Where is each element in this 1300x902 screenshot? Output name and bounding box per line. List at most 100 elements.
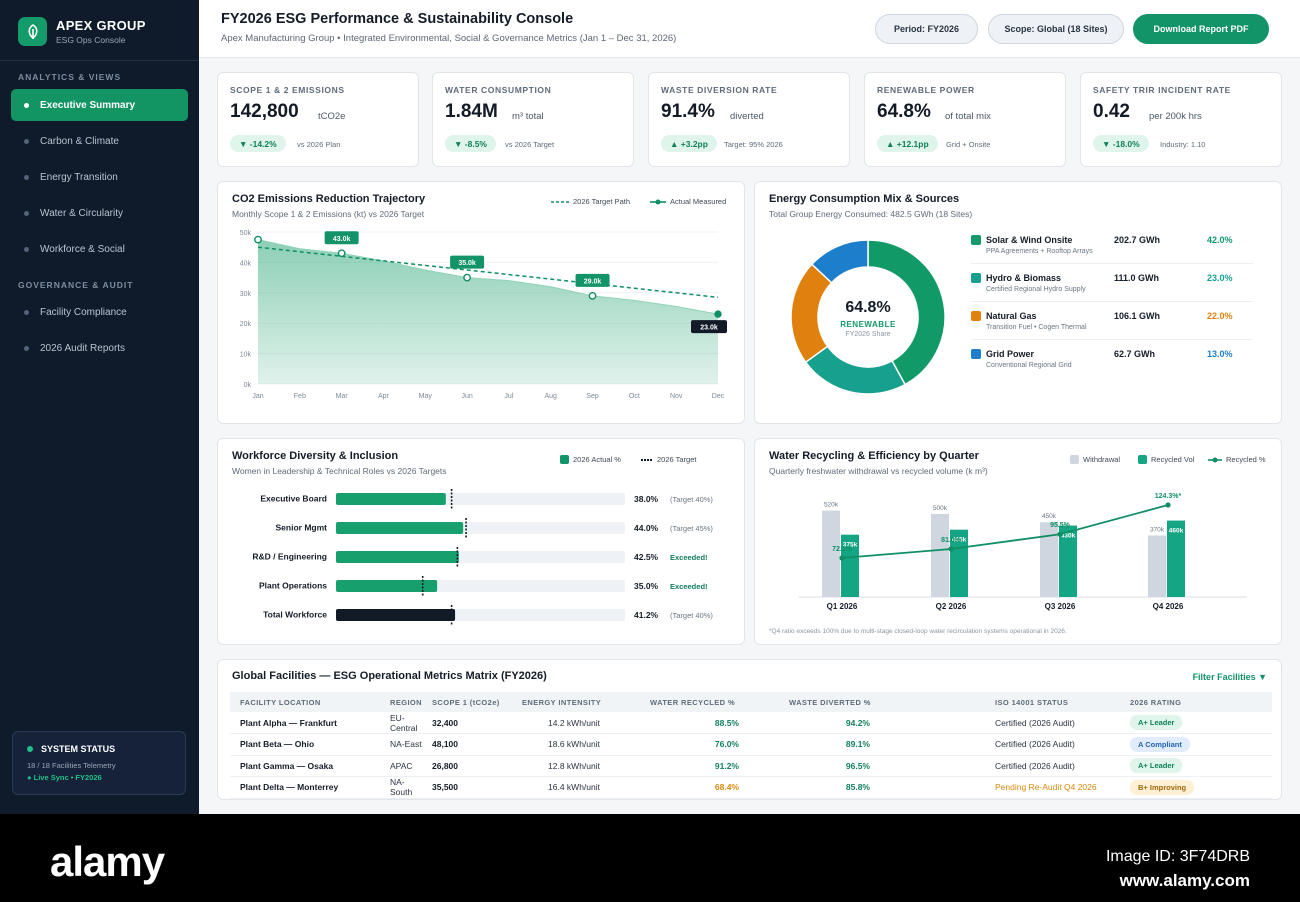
energy-source-value: 62.7 GWh <box>1114 349 1156 359</box>
bar-value-label: 35.0% <box>634 581 659 591</box>
legend-label: Withdrawal <box>1083 455 1121 464</box>
iso-status-cell: Pending Re-Audit Q4 2026 <box>985 776 1120 799</box>
withdrawal-label: 500k <box>933 505 948 512</box>
rating-cell: A Compliant <box>1120 733 1272 756</box>
category-label: Senior Mgmt <box>276 523 328 533</box>
table-row[interactable]: Plant Gamma — Osaka APAC 26,800 12.8 kWh/un… <box>230 755 1272 777</box>
water-combo-chart: 520k 375k Q1 2026 500k 405k Q2 2026 450k 430k Q3… <box>799 493 1247 611</box>
column-header[interactable]: WATER RECYCLED % <box>640 692 779 712</box>
filter-facilities-button[interactable]: Filter Facilities ▼ <box>1192 672 1267 682</box>
kpi-label: WATER CONSUMPTION <box>445 85 552 95</box>
green-square-icon <box>560 455 569 464</box>
kpi-unit: per 200k hrs <box>1149 111 1202 122</box>
workforce-bar-chart: Executive Board 38.0% (Target 40%) Senior M… <box>252 489 713 625</box>
callout-badge <box>450 255 485 269</box>
sidebar-item-carbon-climate[interactable]: Carbon & Climate <box>11 125 188 157</box>
legend-recycled: Recycled Vol <box>1138 455 1194 464</box>
donut-slice <box>804 345 907 395</box>
water-recycled-cell: 88.5% <box>640 712 779 734</box>
column-header[interactable]: ENERGY INTENSITY <box>512 692 640 712</box>
energy-source-name: Grid Power <box>986 349 1035 359</box>
x-tick-label: Jan <box>252 393 263 400</box>
withdrawal-label: 450k <box>1042 513 1057 520</box>
donut-slice <box>810 239 869 284</box>
system-status-card: SYSTEM STATUS 18 / 18 Facilities Telemet… <box>12 731 186 795</box>
facilities-table-body: Plant Alpha — Frankfurt EU-Central 32,400 1… <box>230 712 1272 799</box>
kpi-delta-badge: ▼ -8.5% <box>445 135 496 152</box>
donut-center-label: RENEWABLE <box>840 320 896 329</box>
region-cell: APAC <box>380 755 422 777</box>
column-header[interactable]: WASTE DIVERTED % <box>779 692 985 712</box>
kpi-delta-badge: ▲ +3.2pp <box>661 135 717 152</box>
sidebar-item-energy-transition[interactable]: Energy Transition <box>11 161 188 193</box>
sidebar-item-executive-summary[interactable]: Executive Summary <box>11 89 188 121</box>
energy-intensity-cell: 16.4 kWh/unit <box>512 776 640 799</box>
bar-note: (Target 40%) <box>670 495 713 504</box>
kpi-unit: diverted <box>730 111 764 122</box>
kpi-label: RENEWABLE POWER <box>877 85 975 95</box>
actual-bar <box>336 551 459 563</box>
actual-bar <box>336 580 438 592</box>
table-row[interactable]: Plant Alpha — Frankfurt EU-Central 32,400 1… <box>230 712 1272 734</box>
kpi-note: vs 2026 Plan <box>297 140 341 149</box>
x-tick-label: May <box>419 393 433 400</box>
water-footnote: *Q4 ratio exceeds 100% due to multi-stag… <box>769 628 1067 635</box>
callout-label: 43.0k <box>333 236 351 243</box>
y-tick-label: 20k <box>240 321 252 328</box>
nav-section-analytics: ANALYTICS & VIEWS <box>18 72 122 82</box>
region-cell: NA-South <box>380 776 422 799</box>
water-recycled-cell: 91.2% <box>640 755 779 777</box>
card-subtitle: Women in Leadership & Technical Roles vs… <box>232 466 447 476</box>
column-header[interactable]: 2026 RATING <box>1120 692 1272 712</box>
kpi-card-water: WATER CONSUMPTION 1.84M m³ total ▼ -8.5%… <box>432 72 634 167</box>
kpi-value: 1.84M <box>445 101 498 122</box>
column-header[interactable]: FACILITY LOCATION <box>230 692 380 712</box>
table-row[interactable]: Plant Delta — Monterrey NA-South 35,500 16.… <box>230 776 1272 799</box>
card-title: Water Recycling & Efficiency by Quarter <box>769 450 979 462</box>
brand[interactable]: APEX GROUP ESG Ops Console <box>18 17 146 46</box>
iso-status-cell: Certified (2026 Audit) <box>985 712 1120 734</box>
energy-source-detail: Conventional Regional Grid <box>986 362 1072 369</box>
sidebar-item-workforce-social[interactable]: Workforce & Social <box>11 233 188 265</box>
category-label: Executive Board <box>260 494 327 504</box>
co2-area-chart: 0k 10k 20k 30k 40k 50k Jan Feb Mar Apr May Jun Jul Au… <box>240 230 727 400</box>
callout-badge <box>691 320 727 334</box>
table-header-row: FACILITY LOCATION REGION SCOPE 1 (tCO2e)… <box>230 692 1272 712</box>
kpi-label: SAFETY TRIR INCIDENT RATE <box>1093 85 1231 95</box>
bullet-icon <box>24 138 29 144</box>
sidebar-item-facility-compliance[interactable]: Facility Compliance <box>11 296 188 328</box>
rating-cell: A+ Leader <box>1120 712 1272 734</box>
rating-badge: A+ Leader <box>1130 715 1183 730</box>
status-telemetry: 18 / 18 Facilities Telemetry <box>27 761 116 770</box>
bar-value-label: 38.0% <box>634 494 659 504</box>
download-report-button[interactable]: Download Report PDF <box>1133 14 1269 44</box>
legend-swatch-icon <box>971 273 981 283</box>
column-header[interactable]: ISO 14001 STATUS <box>985 692 1120 712</box>
energy-source-value: 106.1 GWh <box>1114 311 1161 321</box>
energy-source-detail: Transition Fuel • Cogen Thermal <box>986 324 1087 331</box>
sidebar-item-audit-reports[interactable]: 2026 Audit Reports <box>11 332 188 364</box>
period-selector[interactable]: Period: FY2026 <box>875 14 978 44</box>
legend-divider <box>971 263 1253 264</box>
co2-trajectory-card: CO2 Emissions Reduction Trajectory Month… <box>217 181 745 424</box>
callout-label: 29.0k <box>584 278 602 285</box>
sidebar-item-water-circularity[interactable]: Water & Circularity <box>11 197 188 229</box>
line-dot-icon <box>1208 457 1222 462</box>
x-tick-label: Dec <box>712 393 725 400</box>
table-row[interactable]: Plant Beta — Ohio NA-East 48,100 18.6 kWh/u… <box>230 733 1272 756</box>
column-header[interactable]: REGION <box>380 692 422 712</box>
x-tick-label: Feb <box>294 393 306 400</box>
recycled-pct-label: 95.5% <box>1050 522 1071 529</box>
scope-selector[interactable]: Scope: Global (18 Sites) <box>988 14 1124 44</box>
header: FY2026 ESG Performance & Sustainability … <box>199 0 1300 58</box>
legend-swatch-icon <box>971 235 981 245</box>
x-category-label: Q4 2026 <box>1153 602 1184 611</box>
recycled-pct-point <box>839 555 845 561</box>
line-dot-icon <box>650 199 666 204</box>
actual-area <box>258 239 718 384</box>
withdrawal-bar <box>931 513 949 597</box>
waste-diverted-cell: 96.5% <box>779 755 985 777</box>
column-header[interactable]: SCOPE 1 (tCO2e) <box>422 692 512 712</box>
scope1-cell: 48,100 <box>422 733 512 756</box>
waste-diverted-cell: 94.2% <box>779 712 985 734</box>
